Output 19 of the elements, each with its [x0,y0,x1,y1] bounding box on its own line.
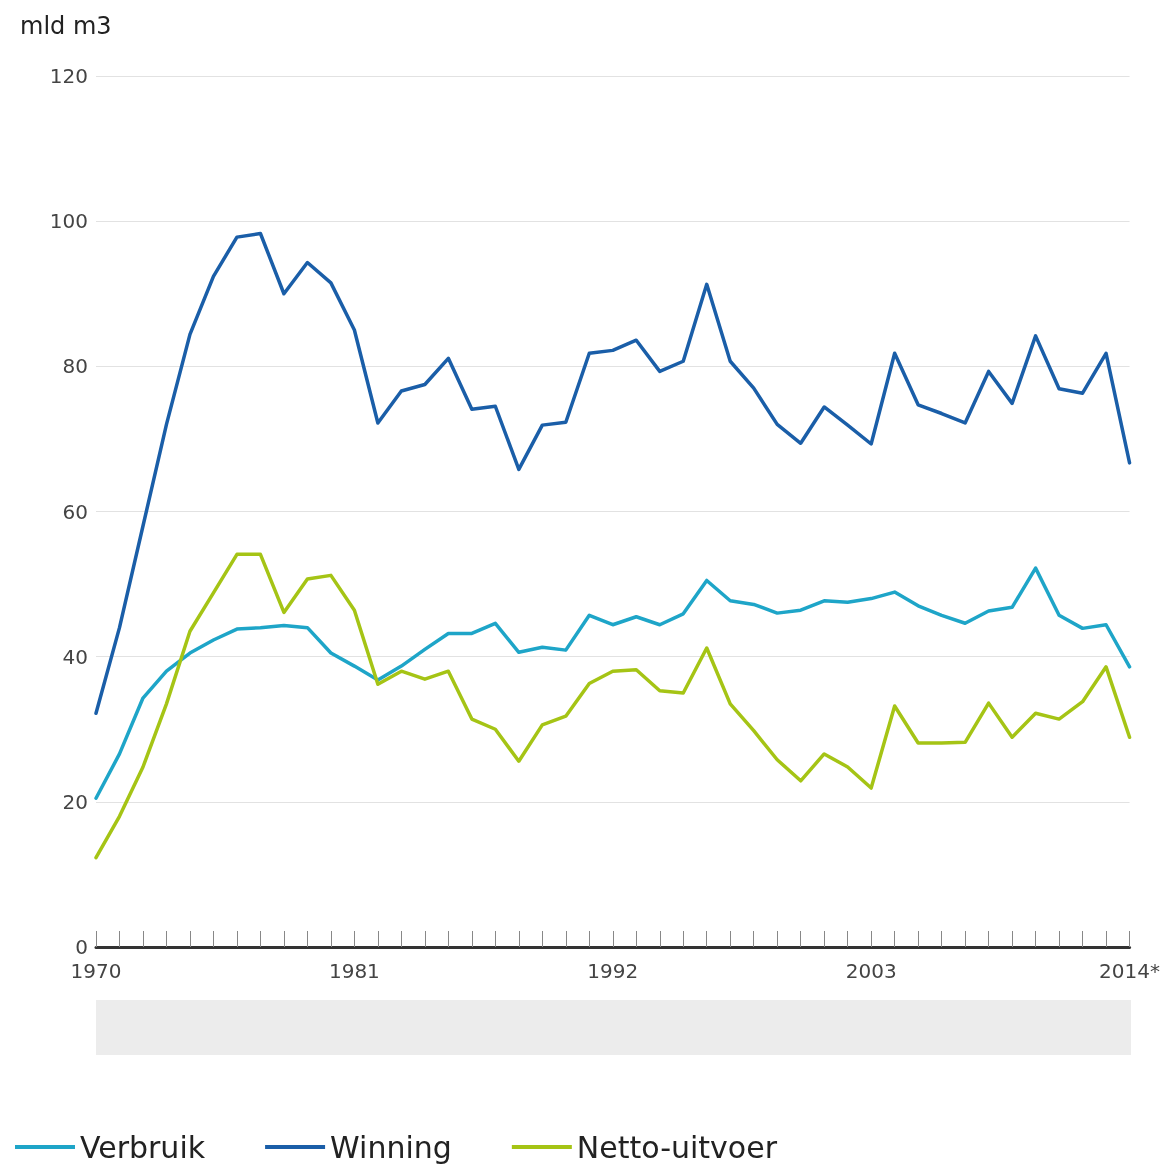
x-tick-label: 2003 [845,959,897,983]
line-series [94,231,1132,716]
legend-label: Verbruik [80,1129,206,1165]
line-series [94,566,1132,800]
y-tick-label: 100 [49,209,88,234]
y-tick-label: 120 [49,64,88,88]
x-tick-label: 1992 [587,959,639,983]
x-tick-label: 1970 [70,959,122,983]
legend-label: Winning [330,1129,452,1165]
y-tick-label: 60 [62,499,88,524]
x-tick-label: 2014* [1099,959,1160,983]
y-tick-label: 0 [75,935,88,959]
y-tick-label: 40 [62,644,88,669]
y-axis-title: mld m3 [20,12,112,40]
x-tick-label: 1981 [328,959,380,983]
y-tick-label: 80 [62,354,88,379]
line-series [94,552,1132,860]
legend-label: Netto-uitvoer [576,1129,778,1165]
y-tick-label: 20 [62,789,88,814]
